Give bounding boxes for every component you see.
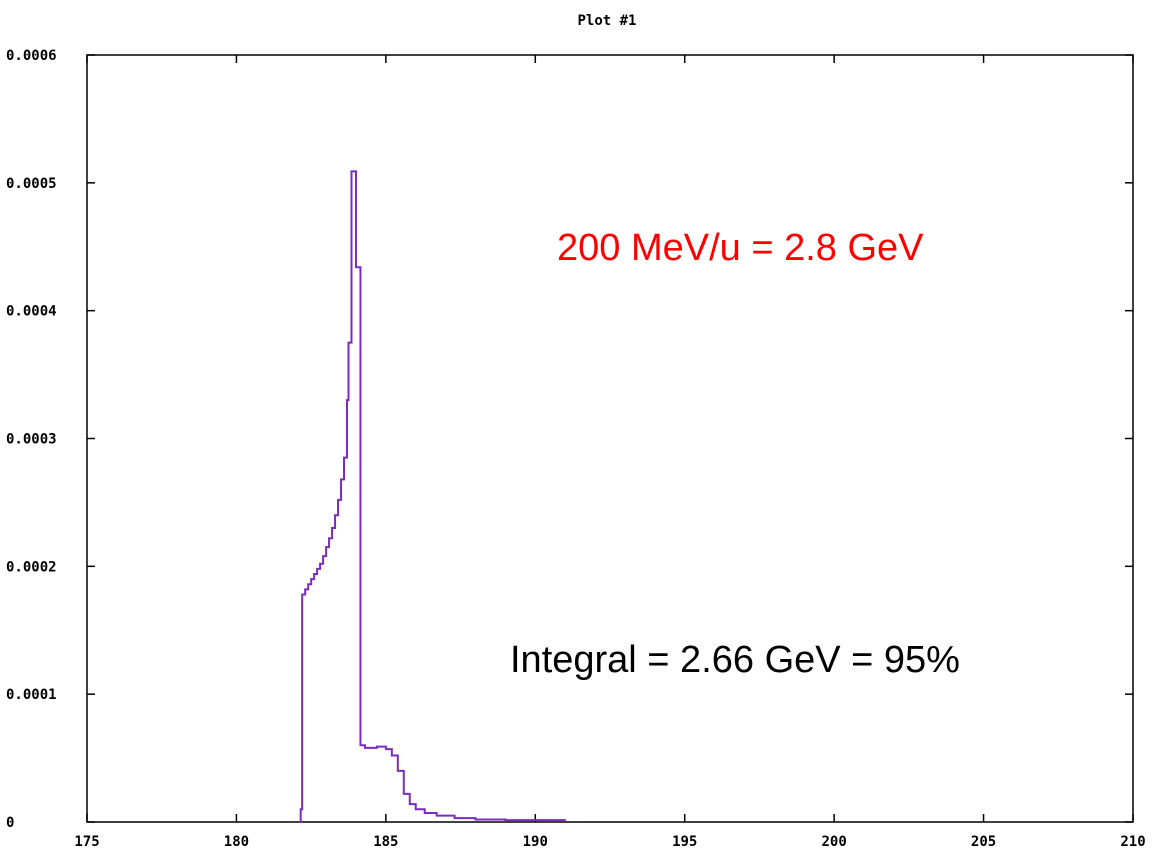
y-tick-label: 0 <box>6 815 14 831</box>
chart-title: Plot #1 <box>577 13 636 29</box>
y-axis-ticks: 0 0.0001 0.0002 0.0003 0.0004 0.0005 0.0006 <box>6 48 1133 831</box>
y-tick-label: 0.0001 <box>6 687 57 703</box>
x-tick-label: 200 <box>821 834 846 850</box>
x-tick-label: 195 <box>672 834 697 850</box>
y-tick-label: 0.0003 <box>6 432 57 448</box>
x-tick-label: 205 <box>971 834 996 850</box>
y-tick-label: 0.0005 <box>6 176 57 192</box>
x-tick-label: 210 <box>1120 834 1145 850</box>
energy-annotation: 200 MeV/u = 2.8 GeV <box>557 227 924 269</box>
x-tick-label: 180 <box>224 834 249 850</box>
plot-frame <box>86 54 1134 823</box>
x-tick-label: 190 <box>523 834 548 850</box>
series-line <box>299 170 567 823</box>
x-axis-ticks: 175 180 185 190 195 200 205 210 <box>74 55 1146 850</box>
series-layer <box>299 170 567 823</box>
y-tick-label: 0.0006 <box>6 48 57 64</box>
x-tick-label: 175 <box>74 834 99 850</box>
y-tick-label: 0.0002 <box>6 559 57 575</box>
y-tick-label: 0.0004 <box>6 304 57 320</box>
integral-annotation: Integral = 2.66 GeV = 95% <box>510 639 960 681</box>
x-tick-label: 185 <box>373 834 398 850</box>
